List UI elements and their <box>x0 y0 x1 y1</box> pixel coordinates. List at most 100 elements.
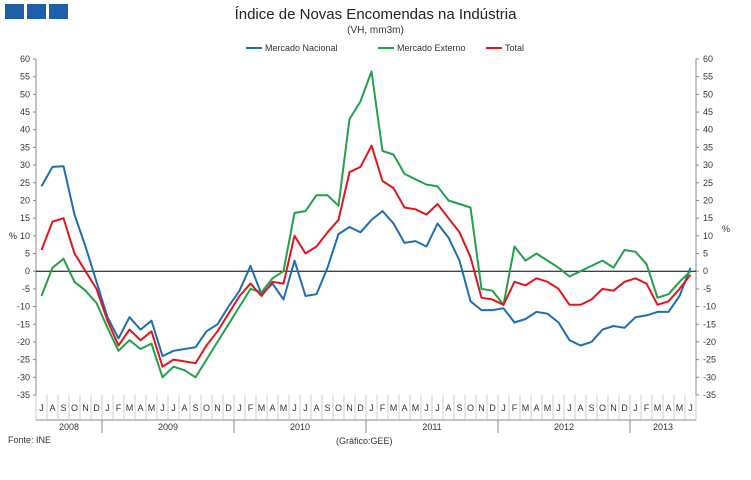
legend-label-total: Total <box>505 43 524 53</box>
y-tick-label-left: 60 <box>20 54 30 64</box>
chart-title: Índice de Novas Encomendas na Indústria <box>234 6 517 23</box>
y-tick-label-left: 10 <box>20 231 30 241</box>
y-tick-label-right: 15 <box>703 213 713 223</box>
month-tick-label: J <box>633 403 638 413</box>
month-tick-label: J <box>556 403 561 413</box>
month-tick-label: A <box>577 403 583 413</box>
source-note: Fonte: INE <box>8 435 52 445</box>
month-tick-label: J <box>424 403 429 413</box>
month-tick-label: M <box>126 403 134 413</box>
month-tick-label: J <box>160 403 165 413</box>
y-tick-label-right: -10 <box>703 302 716 312</box>
y-tick-label-left: -25 <box>17 355 30 365</box>
y-tick-label-right: 20 <box>703 195 713 205</box>
y-tick-label-left: -35 <box>17 390 30 400</box>
y-tick-label-right: 35 <box>703 142 713 152</box>
y-tick-label-left: 25 <box>20 178 30 188</box>
month-tick-label: M <box>412 403 420 413</box>
month-tick-label: A <box>665 403 671 413</box>
month-tick-label: S <box>192 403 198 413</box>
month-tick-label: M <box>522 403 530 413</box>
y-tick-label-right: 5 <box>703 249 708 259</box>
y-tick-label-left: -30 <box>17 372 30 382</box>
month-tick-label: M <box>148 403 156 413</box>
month-tick-label: F <box>116 403 122 413</box>
month-tick-label: J <box>501 403 506 413</box>
month-tick-label: A <box>313 403 319 413</box>
y-tick-label-right: -5 <box>703 284 711 294</box>
month-tick-label: A <box>137 403 143 413</box>
month-tick-label: J <box>292 403 297 413</box>
month-tick-label: N <box>478 403 485 413</box>
y-tick-label-left: -20 <box>17 337 30 347</box>
y-tick-label-right: -25 <box>703 355 716 365</box>
y-tick-label-left: -10 <box>17 302 30 312</box>
y-tick-label-right: -20 <box>703 337 716 347</box>
y-tick-label-left: 20 <box>20 195 30 205</box>
y-tick-label-left: -15 <box>17 319 30 329</box>
month-tick-label: O <box>335 403 342 413</box>
y-tick-label-right: 40 <box>703 125 713 135</box>
y-tick-label-right: 25 <box>703 178 713 188</box>
month-tick-label: O <box>203 403 210 413</box>
month-tick-label: M <box>654 403 662 413</box>
y-tick-label-right: -35 <box>703 390 716 400</box>
month-tick-label: D <box>621 403 628 413</box>
month-tick-label: A <box>533 403 539 413</box>
month-tick-label: O <box>467 403 474 413</box>
month-tick-label: N <box>82 403 89 413</box>
month-tick-label: F <box>248 403 254 413</box>
year-label: 2011 <box>422 422 441 432</box>
logo-block-3 <box>49 4 68 19</box>
year-label: 2012 <box>554 422 574 432</box>
legend-label-mercado-nacional: Mercado Nacional <box>265 43 338 53</box>
month-tick-label: J <box>369 403 374 413</box>
month-tick-label: M <box>676 403 684 413</box>
y-tick-label-right: 30 <box>703 160 713 170</box>
y-tick-label-right: -15 <box>703 319 716 329</box>
y-tick-label-left: 40 <box>20 125 30 135</box>
y-tick-label-left: 30 <box>20 160 30 170</box>
logo-block-1 <box>5 4 24 19</box>
y-tick-label-right: 60 <box>703 54 713 64</box>
month-tick-label: M <box>280 403 288 413</box>
y-tick-label-left: 5 <box>25 249 30 259</box>
month-tick-label: A <box>181 403 187 413</box>
month-tick-label: J <box>105 403 110 413</box>
month-tick-label: S <box>456 403 462 413</box>
month-tick-label: J <box>237 403 242 413</box>
y-tick-label-right: 45 <box>703 107 713 117</box>
month-tick-label: F <box>512 403 518 413</box>
month-tick-label: D <box>357 403 364 413</box>
y-tick-label-left: 0 <box>25 266 30 276</box>
month-tick-label: S <box>60 403 66 413</box>
month-tick-label: A <box>269 403 275 413</box>
month-tick-label: J <box>435 403 440 413</box>
y-tick-label-right: 10 <box>703 231 713 241</box>
month-tick-label: M <box>258 403 266 413</box>
month-tick-label: N <box>346 403 353 413</box>
month-tick-label: F <box>380 403 386 413</box>
year-label: 2008 <box>59 422 79 432</box>
month-tick-label: D <box>489 403 496 413</box>
legend-label-mercado-externo: Mercado Externo <box>397 43 466 53</box>
month-tick-label: A <box>445 403 451 413</box>
month-tick-label: D <box>225 403 232 413</box>
month-tick-label: A <box>49 403 55 413</box>
month-tick-label: D <box>93 403 100 413</box>
month-tick-label: O <box>71 403 78 413</box>
month-tick-label: S <box>324 403 330 413</box>
month-tick-label: N <box>610 403 617 413</box>
y-tick-label-right: -30 <box>703 372 716 382</box>
year-label: 2009 <box>158 422 178 432</box>
month-tick-label: O <box>599 403 606 413</box>
y-tick-label-left: 55 <box>20 72 30 82</box>
y-tick-label-left: 35 <box>20 142 30 152</box>
month-tick-label: F <box>644 403 650 413</box>
month-tick-label: J <box>567 403 572 413</box>
y-axis-label-left: % <box>9 231 17 241</box>
month-tick-label: A <box>401 403 407 413</box>
month-tick-label: J <box>39 403 44 413</box>
y-axis-label-right: % <box>722 224 730 234</box>
